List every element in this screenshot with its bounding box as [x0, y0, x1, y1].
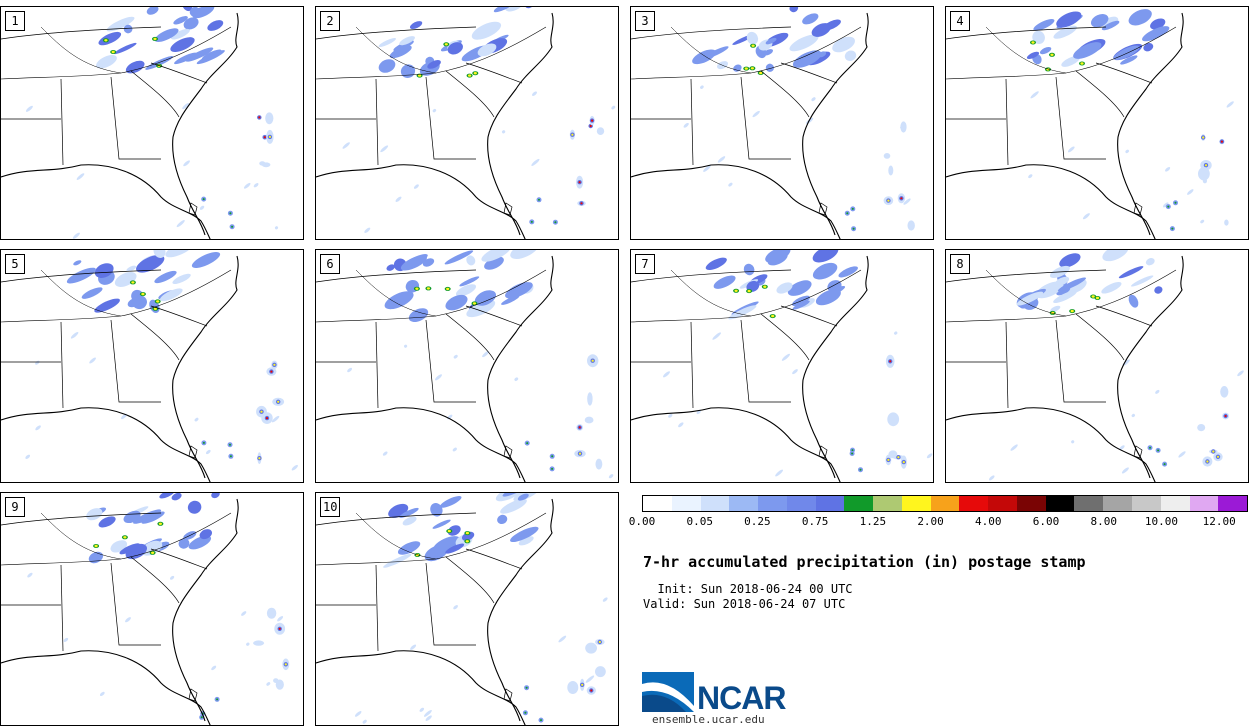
member-number: 7 [635, 254, 655, 274]
colorbar-swatch [700, 496, 730, 511]
site-url: ensemble.ucar.edu [652, 713, 765, 726]
colorbar-swatch [1132, 496, 1161, 511]
colorbar-tick-label: 4.00 [975, 515, 1002, 528]
colorbar-swatch [671, 496, 701, 511]
precip-map [1, 493, 290, 725]
colorbar-tick-label: 6.00 [1032, 515, 1060, 528]
member-panel-1: 1 [0, 6, 304, 240]
precip-map [316, 7, 616, 239]
colorbar-swatch [901, 496, 931, 511]
precip-map [1, 7, 279, 239]
valid-time: Valid: Sun 2018-06-24 07 UTC [643, 597, 846, 611]
member-number: 2 [320, 11, 340, 31]
precip-map [631, 250, 933, 482]
precip-map [316, 493, 608, 725]
colorbar-swatch [959, 496, 989, 511]
colorbar-swatch [729, 496, 759, 511]
member-panel-7: 7 [630, 249, 934, 483]
precip-map [946, 250, 1244, 482]
colorbar-swatch [1218, 496, 1248, 511]
colorbar-tick-label: 0.25 [744, 515, 771, 528]
precip-map [631, 7, 915, 239]
precip-map [316, 250, 614, 482]
colorbar-tick-label: 0.00 [628, 515, 656, 528]
member-number: 5 [5, 254, 25, 274]
member-panel-4: 4 [945, 6, 1249, 240]
member-number: 8 [950, 254, 970, 274]
colorbar-swatch [643, 496, 672, 511]
colorbar-swatch [1189, 496, 1219, 511]
colorbar-tick-label: 2.00 [917, 515, 944, 528]
member-panel-9: 9 [0, 492, 304, 726]
member-number: 4 [950, 11, 970, 31]
ncar-logo-icon [642, 672, 694, 712]
ncar-logo-text: NCAR [697, 680, 786, 716]
member-number: 1 [5, 11, 25, 31]
member-number: 10 [320, 497, 341, 517]
colorbar-swatch [815, 496, 845, 511]
colorbar-swatch [1016, 496, 1046, 511]
member-panel-10: 10 [315, 492, 619, 726]
colorbar-tick-label: 8.00 [1090, 515, 1117, 528]
colorbar-swatch [786, 496, 816, 511]
colorbar-swatch [1045, 496, 1075, 511]
colorbar-swatch [873, 496, 902, 511]
colorbar-tick-label: 0.75 [801, 515, 829, 528]
member-panel-2: 2 [315, 6, 619, 240]
colorbar-swatch [758, 496, 787, 511]
member-panel-5: 5 [0, 249, 304, 483]
colorbar-tick-label: 10.00 [1144, 515, 1178, 528]
precip-colorbar [642, 495, 1248, 512]
colorbar-swatch [1160, 496, 1190, 511]
member-panel-3: 3 [630, 6, 934, 240]
colorbar-swatch [844, 496, 874, 511]
colorbar-swatch [988, 496, 1017, 511]
colorbar-swatch [930, 496, 960, 511]
colorbar-swatch [1074, 496, 1104, 511]
member-number: 3 [635, 11, 655, 31]
map-title: 7-hr accumulated precipitation (in) post… [643, 553, 1086, 571]
colorbar-tick-label: 0.05 [686, 515, 713, 528]
precip-map [1, 250, 298, 482]
member-number: 6 [320, 254, 340, 274]
init-time: Init: Sun 2018-06-24 00 UTC [643, 582, 853, 596]
colorbar-swatch [1103, 496, 1133, 511]
member-panel-8: 8 [945, 249, 1249, 483]
precip-map [946, 9, 1234, 239]
member-number: 9 [5, 497, 25, 517]
member-panel-6: 6 [315, 249, 619, 483]
colorbar-tick-label: 1.25 [859, 515, 887, 528]
colorbar-tick-label: 12.00 [1202, 515, 1236, 528]
